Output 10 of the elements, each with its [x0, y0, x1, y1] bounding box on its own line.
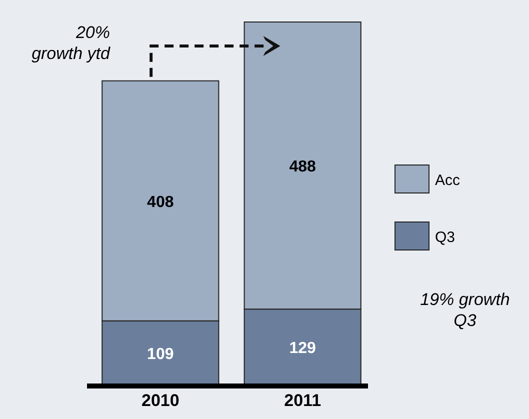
data-label: 488 [289, 158, 316, 176]
text: 19% growth Q3 [420, 290, 510, 330]
legend-label: Q3 [435, 229, 456, 246]
data-label: 408 [147, 194, 174, 211]
x-tick-label: 2010 [141, 391, 180, 410]
data-label: 129 [289, 340, 316, 358]
legend-label: Acc [435, 172, 461, 189]
x-tick-label: 2011 [284, 391, 322, 410]
data-label: 109 [147, 346, 174, 363]
annotation: 20% growth ytd [32, 23, 111, 63]
